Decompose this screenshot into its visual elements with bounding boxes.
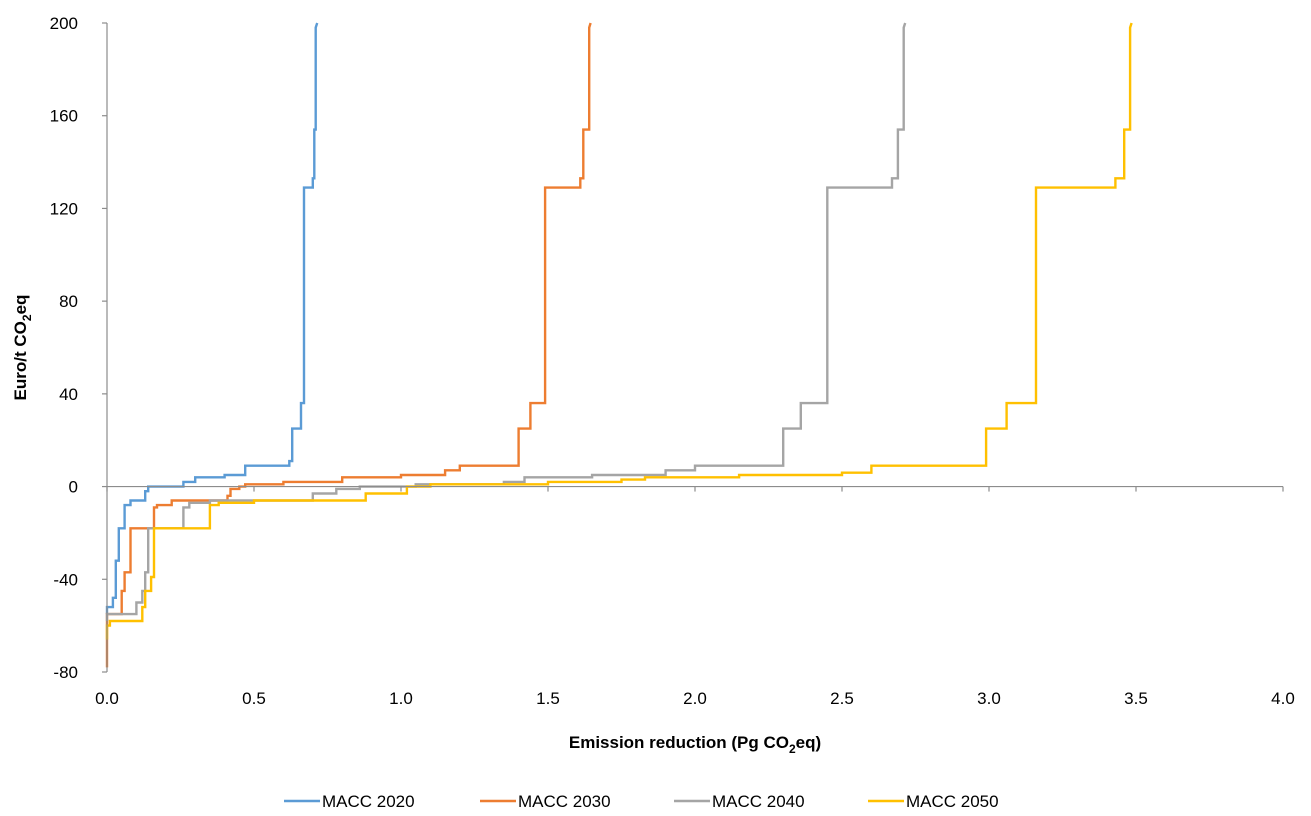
series-line-2 [105, 22, 592, 668]
y-tick-label: 80 [59, 292, 78, 311]
x-axis-title-post: eq) [796, 733, 822, 752]
y-tick-label: 40 [59, 385, 78, 404]
y-tick-label: 120 [50, 199, 78, 218]
y-axis-title-pre: Euro/t CO [11, 321, 30, 400]
legend-label: MACC 2050 [906, 792, 999, 811]
legend-item-4: MACC 2050 [868, 792, 999, 811]
x-tick-label: 4.0 [1271, 689, 1295, 708]
x-axis-title-sub: 2 [789, 742, 796, 756]
legend-label: MACC 2020 [322, 792, 415, 811]
series-layer [105, 22, 1133, 668]
x-tick-label: 2.5 [830, 689, 854, 708]
x-tick-label: 0.5 [242, 689, 266, 708]
y-tick-label: 160 [50, 107, 78, 126]
x-tick-label: 1.5 [536, 689, 560, 708]
series-line-1 [105, 22, 319, 615]
legend-label: MACC 2040 [712, 792, 805, 811]
x-tick-label: 3.0 [977, 689, 1001, 708]
y-axis-title-post: eq [11, 295, 30, 315]
legend-label: MACC 2030 [518, 792, 611, 811]
x-tick-label: 3.5 [1124, 689, 1148, 708]
series-line-3 [105, 22, 907, 621]
x-tick-label: 1.0 [389, 689, 413, 708]
y-axis-title: Euro/t CO2eq [11, 295, 34, 401]
legend-item-1: MACC 2020 [284, 792, 415, 811]
legend-item-3: MACC 2040 [674, 792, 805, 811]
plot-area: 0.0 0.5 1.0 1.5 2.0 2.5 3.0 3.5 4.0 -80 -40 0 40 80 1… [50, 14, 1295, 708]
y-tick-label: -40 [53, 570, 78, 589]
series-line-4 [105, 22, 1133, 640]
y-axis-title-sub: 2 [20, 314, 34, 321]
y-tick-label: 0 [69, 478, 78, 497]
x-tick-label: 0.0 [95, 689, 119, 708]
x-axis-title: Emission reduction (Pg CO2eq) [569, 733, 821, 756]
x-axis-title-pre: Emission reduction (Pg CO [569, 733, 789, 752]
y-axis-ticks: -80 -40 0 40 80 120 160 200 [50, 14, 107, 682]
legend: MACC 2020 MACC 2030 MACC 2040 MACC 2050 [284, 792, 999, 811]
legend-item-2: MACC 2030 [480, 792, 611, 811]
y-tick-label: 200 [50, 14, 78, 33]
y-tick-label: -80 [53, 663, 78, 682]
x-axis-ticks: 0.0 0.5 1.0 1.5 2.0 2.5 3.0 3.5 4.0 [95, 486, 1295, 708]
x-tick-label: 2.0 [683, 689, 707, 708]
